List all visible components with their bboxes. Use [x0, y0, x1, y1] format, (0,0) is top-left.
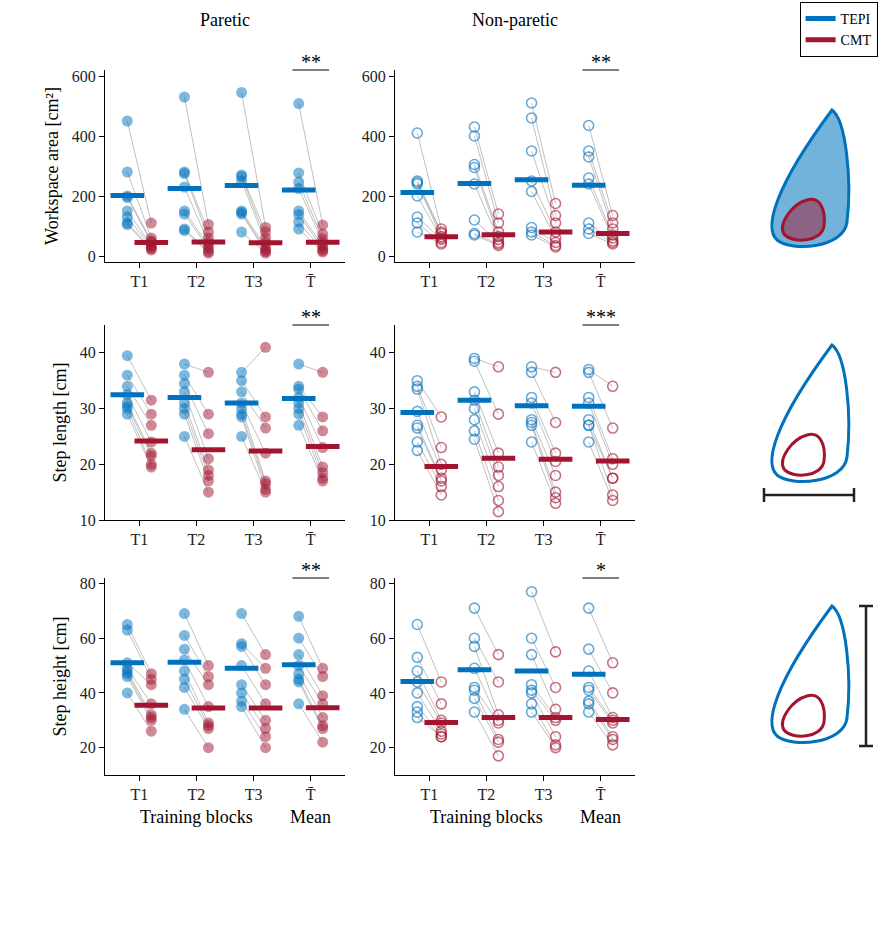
svg-text:Training blocks: Training blocks: [430, 807, 543, 827]
svg-text:**: **: [301, 306, 321, 328]
svg-text:T3: T3: [245, 531, 263, 548]
svg-text:Paretic: Paretic: [200, 10, 250, 30]
svg-text:T2: T2: [188, 786, 206, 803]
svg-text:0: 0: [378, 248, 386, 265]
svg-text:400: 400: [72, 128, 96, 145]
svg-text:40: 40: [80, 685, 96, 702]
svg-text:T1: T1: [420, 531, 438, 548]
svg-text:0: 0: [88, 248, 96, 265]
svg-text:T1: T1: [420, 273, 438, 290]
svg-text:200: 200: [72, 188, 96, 205]
svg-text:T3: T3: [245, 273, 263, 290]
svg-text:*: *: [596, 559, 606, 581]
svg-text:CMT: CMT: [841, 33, 872, 48]
svg-text:80: 80: [80, 575, 96, 592]
svg-text:***: ***: [586, 306, 616, 328]
svg-text:T̄: T̄: [306, 273, 316, 290]
svg-text:40: 40: [370, 344, 386, 361]
svg-text:T̄: T̄: [596, 273, 606, 290]
svg-text:Mean: Mean: [290, 807, 331, 827]
svg-text:20: 20: [370, 739, 386, 756]
svg-text:60: 60: [80, 630, 96, 647]
svg-text:**: **: [591, 51, 611, 73]
svg-text:T1: T1: [130, 273, 148, 290]
svg-text:T1: T1: [130, 786, 148, 803]
svg-text:T3: T3: [535, 786, 553, 803]
svg-text:20: 20: [370, 456, 386, 473]
svg-text:40: 40: [370, 685, 386, 702]
svg-text:20: 20: [80, 739, 96, 756]
svg-text:T̄: T̄: [306, 786, 316, 803]
svg-text:T̄: T̄: [596, 531, 606, 548]
svg-text:Mean: Mean: [580, 807, 621, 827]
svg-text:10: 10: [370, 512, 386, 529]
svg-text:30: 30: [370, 400, 386, 417]
svg-text:T2: T2: [188, 531, 206, 548]
svg-text:Workspace area [cm²]: Workspace area [cm²]: [42, 87, 62, 245]
svg-text:T1: T1: [130, 531, 148, 548]
svg-text:30: 30: [80, 400, 96, 417]
svg-text:600: 600: [72, 68, 96, 85]
svg-text:Step height [cm]: Step height [cm]: [50, 617, 70, 737]
svg-text:**: **: [301, 559, 321, 581]
svg-text:T2: T2: [478, 786, 496, 803]
svg-text:T2: T2: [478, 531, 496, 548]
svg-text:200: 200: [362, 188, 386, 205]
svg-text:600: 600: [362, 68, 386, 85]
svg-text:20: 20: [80, 456, 96, 473]
svg-text:Non-paretic: Non-paretic: [472, 10, 558, 30]
svg-text:T1: T1: [420, 786, 438, 803]
svg-text:T̄: T̄: [306, 531, 316, 548]
svg-text:TEPI: TEPI: [841, 12, 871, 27]
svg-text:Step length [cm]: Step length [cm]: [50, 363, 70, 483]
svg-text:T3: T3: [535, 273, 553, 290]
svg-text:T3: T3: [535, 531, 553, 548]
svg-text:40: 40: [80, 344, 96, 361]
svg-text:T3: T3: [245, 786, 263, 803]
svg-text:Training blocks: Training blocks: [140, 807, 253, 827]
svg-text:T2: T2: [478, 273, 496, 290]
svg-text:T̄: T̄: [596, 786, 606, 803]
svg-text:10: 10: [80, 512, 96, 529]
svg-text:60: 60: [370, 630, 386, 647]
svg-text:80: 80: [370, 575, 386, 592]
svg-text:T2: T2: [188, 273, 206, 290]
svg-text:**: **: [301, 51, 321, 73]
svg-text:400: 400: [362, 128, 386, 145]
